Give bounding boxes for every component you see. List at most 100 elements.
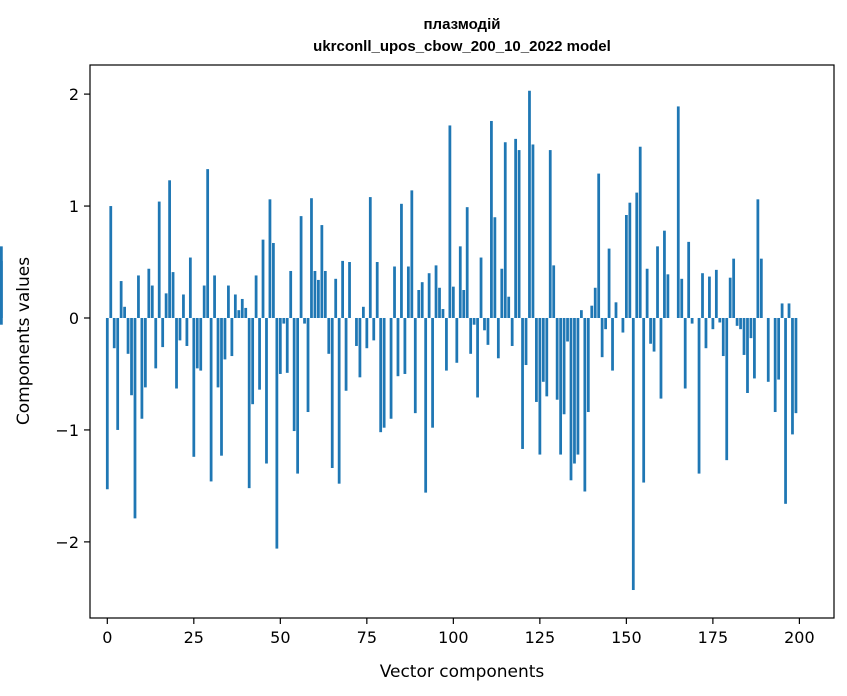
- bar: [732, 258, 736, 318]
- bar: [292, 317, 296, 432]
- bar: [303, 317, 306, 324]
- bar: [721, 317, 725, 357]
- bar: [427, 273, 431, 318]
- bar: [140, 317, 144, 419]
- bar: [406, 266, 410, 318]
- bar: [535, 317, 538, 402]
- bar: [171, 272, 175, 318]
- bar: [244, 307, 248, 318]
- bar: [628, 202, 632, 318]
- bar: [787, 303, 791, 318]
- bar: [306, 317, 310, 413]
- bar: [600, 317, 604, 358]
- bar: [559, 317, 563, 455]
- bar: [784, 317, 787, 504]
- bar: [458, 246, 462, 318]
- bar: [718, 317, 722, 323]
- bar: [742, 317, 746, 355]
- bar: [403, 317, 407, 374]
- bar: [656, 246, 659, 318]
- bar: [451, 286, 455, 318]
- bar: [548, 150, 552, 318]
- chart-subtitle: ukrconll_upos_cbow_200_10_2022 model: [313, 38, 611, 55]
- bar: [289, 270, 293, 318]
- bar: [247, 317, 251, 489]
- bar: [178, 317, 182, 341]
- bar: [313, 270, 317, 318]
- bar: [704, 317, 708, 349]
- bar: [496, 317, 500, 359]
- bar: [486, 317, 490, 345]
- bar: [413, 317, 417, 414]
- bar: [434, 265, 438, 318]
- plot-frame: [89, 64, 835, 619]
- bar: [666, 274, 670, 318]
- bar: [168, 180, 171, 318]
- bar: [586, 317, 590, 413]
- bar: [254, 275, 258, 318]
- x-tick-label: 25: [184, 628, 204, 647]
- bar: [607, 248, 611, 318]
- bar: [493, 217, 497, 318]
- bar: [697, 317, 701, 474]
- bar: [185, 317, 189, 346]
- bar: [195, 317, 199, 369]
- bar: [569, 317, 573, 481]
- bar: [154, 317, 158, 369]
- bar: [133, 317, 137, 519]
- bar: [545, 317, 549, 397]
- bar: [683, 317, 687, 389]
- bar: [320, 225, 324, 318]
- bar: [766, 317, 770, 382]
- bar: [794, 317, 798, 414]
- bar: [175, 317, 178, 389]
- bar: [756, 199, 760, 318]
- bar: [393, 266, 396, 318]
- bar: [209, 317, 213, 482]
- bar: [749, 317, 753, 339]
- bar: [227, 285, 230, 318]
- bar: [296, 317, 300, 474]
- bar: [711, 317, 715, 330]
- bar: [649, 317, 652, 344]
- bar: [690, 317, 694, 324]
- bar: [0, 260, 3, 318]
- bar: [182, 294, 185, 318]
- bar: [251, 317, 255, 405]
- bar: [355, 317, 358, 346]
- bar: [597, 173, 601, 318]
- x-tick-label: 0: [102, 628, 112, 647]
- bar: [791, 317, 794, 435]
- bar: [583, 317, 587, 492]
- bar: [420, 282, 424, 318]
- bar: [476, 317, 479, 398]
- bar: [552, 265, 556, 318]
- bar: [389, 317, 393, 419]
- bar: [330, 317, 334, 468]
- bar: [462, 290, 466, 318]
- bar: [773, 317, 777, 413]
- bar: [652, 317, 656, 352]
- bar: [237, 310, 241, 318]
- x-tick-label: 75: [357, 628, 377, 647]
- bar: [521, 317, 524, 449]
- bar: [455, 317, 459, 363]
- bar: [261, 239, 265, 318]
- y-axis-label: Components values: [14, 257, 34, 425]
- bar: [780, 303, 784, 318]
- bar: [472, 317, 476, 325]
- bar: [157, 201, 161, 318]
- bar: [379, 317, 383, 433]
- bar: [445, 317, 448, 371]
- y-tick-label: 1: [69, 197, 79, 216]
- bar: [109, 206, 113, 318]
- bar: [150, 285, 154, 318]
- bar: [337, 317, 341, 484]
- bar: [112, 317, 116, 349]
- bar: [265, 317, 268, 464]
- bar: [372, 317, 376, 341]
- x-tick-label: 175: [698, 628, 729, 647]
- bar: [119, 281, 123, 318]
- bar: [448, 125, 452, 318]
- bar: [123, 306, 126, 318]
